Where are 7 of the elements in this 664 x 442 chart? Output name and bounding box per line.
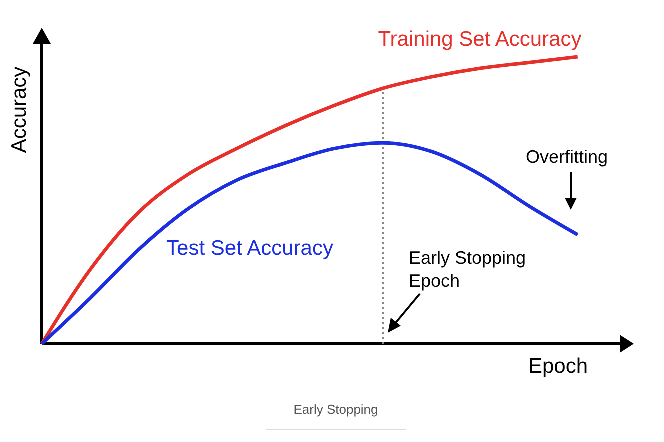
y-axis-title: Accuracy [8,66,31,154]
series-label: Training Set Accuracy [378,28,582,51]
annotation: Early Stopping Epoch [409,248,526,291]
x-axis-title: Epoch [528,355,588,378]
text: Early Stopping [294,402,378,417]
series-label: Test Set Accuracy [166,237,334,260]
annotation: Overfitting [526,147,608,167]
